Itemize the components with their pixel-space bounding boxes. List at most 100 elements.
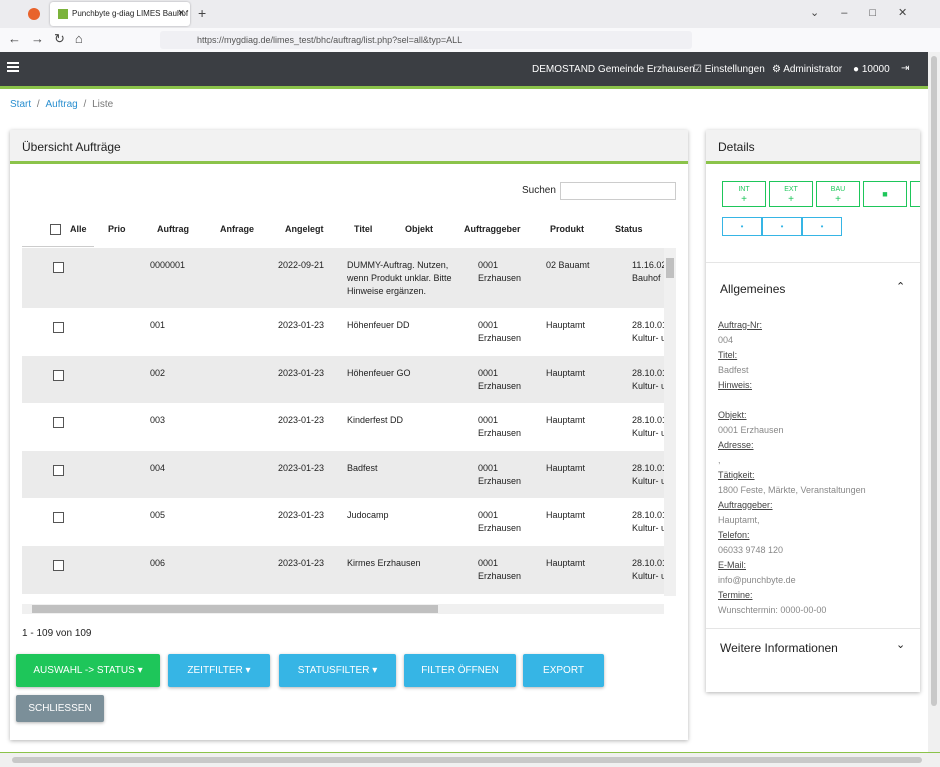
table-row[interactable]: 0000001 2022-09-21 DUMMY-Auftrag. Nutzen, … xyxy=(22,248,664,308)
detail-tool[interactable]: • xyxy=(802,217,842,236)
close-button[interactable]: SCHLIESSEN xyxy=(16,695,104,722)
cell-titel: Badfest xyxy=(347,463,378,473)
action-label: EXT xyxy=(784,186,798,193)
browser-icon xyxy=(28,8,40,20)
settings-label: Einstellungen xyxy=(704,64,765,75)
details-panel: Details Allgemeines ⌃ Weitere Informatio… xyxy=(706,130,920,692)
page-h-scrollbar[interactable] xyxy=(0,752,940,767)
cell-titel: Höhenfeuer DD xyxy=(347,320,410,330)
cell-produkt: Hauptamt xyxy=(546,463,586,473)
row-checkbox[interactable] xyxy=(53,560,64,571)
collapse-icon[interactable]: ⌃ xyxy=(896,281,906,293)
user-link[interactable]: ⚙ Administrator xyxy=(772,64,843,75)
cell-auftrag: 0000001 xyxy=(150,260,186,270)
detail-action[interactable]: INT + xyxy=(722,181,766,207)
cell-titel: DUMMY-Auftrag. Nutzen, wenn Produkt unkl… xyxy=(347,260,452,296)
detail-action[interactable]: ■ xyxy=(863,181,907,207)
table-body: 0000001 2022-09-21 DUMMY-Auftrag. Nutzen, … xyxy=(22,248,664,596)
detail-action[interactable]: ■ xyxy=(910,181,920,207)
new-tab[interactable]: + xyxy=(198,5,207,21)
org-name: DEMOSTAND Gemeinde Erzhausen xyxy=(532,64,695,75)
breadcrumb-item[interactable]: Auftrag xyxy=(45,99,78,110)
navbar xyxy=(0,52,928,89)
field-label: Tätigkeit: xyxy=(718,470,755,480)
page-scrollbar[interactable] xyxy=(928,52,940,752)
select-all[interactable] xyxy=(50,224,61,235)
url-text: https://mygdiag.de/limes_test/bhc/auftra… xyxy=(197,35,463,45)
section-title: Allgemeines xyxy=(720,282,786,296)
menu-icon[interactable] xyxy=(7,62,19,64)
field-value: 0001 Erzhausen xyxy=(718,425,784,435)
cell-angelegt: 2022-09-21 xyxy=(278,260,325,270)
cell-status: 28.10.01 Kultur- u xyxy=(632,368,664,391)
detail-tool[interactable]: • xyxy=(762,217,802,236)
h-scrollbar[interactable] xyxy=(22,604,664,614)
cell-auftraggeber: 0001 Erzhausen xyxy=(478,368,522,391)
row-checkbox[interactable] xyxy=(53,417,64,428)
detail-action[interactable]: EXT + xyxy=(769,181,813,207)
column-header: Alle xyxy=(70,224,87,234)
search-input[interactable] xyxy=(560,182,676,200)
cell-auftrag: 002 xyxy=(150,368,166,378)
row-checkbox[interactable] xyxy=(53,512,64,523)
field-label: Termine: xyxy=(718,590,753,600)
action-button[interactable]: AUSWAHL -> STATUS ▾ xyxy=(16,654,160,687)
main-panel: Übersicht Aufträge Suchen 0000001 2022-09… xyxy=(10,130,688,740)
table-row[interactable]: 004 2023-01-23 Badfest 0001 Erzhausen Haupta… xyxy=(22,451,664,498)
row-checkbox[interactable] xyxy=(53,322,64,333)
action-button[interactable]: EXPORT xyxy=(523,654,604,687)
row-checkbox[interactable] xyxy=(53,262,64,273)
field-label: Hinweis: xyxy=(718,380,753,390)
user-id-link[interactable]: ● 10000 xyxy=(853,64,890,75)
detail-action[interactable]: BAU + xyxy=(816,181,860,207)
page-thumb[interactable] xyxy=(931,56,937,706)
table-row[interactable]: 006 2023-01-23 Kirmes Erzhausen 0001 Erzhau… xyxy=(22,546,664,594)
cell-angelegt: 2023-01-23 xyxy=(278,415,325,425)
h-thumb[interactable] xyxy=(32,605,438,613)
cell-angelegt: 2023-01-23 xyxy=(278,463,325,473)
settings-link[interactable]: ☑ Einstellungen xyxy=(693,64,765,75)
cell-auftraggeber: 0001 Erzhausen xyxy=(478,260,522,283)
action-button[interactable]: ZEITFILTER ▾ xyxy=(168,654,270,687)
table-row[interactable]: 005 2023-01-23 Judocamp 0001 Erzhausen Haupt… xyxy=(22,498,664,546)
window-controls[interactable]: ⌄–□✕ xyxy=(810,7,930,19)
v-thumb[interactable] xyxy=(666,258,674,278)
tab-title: Punchbyte g-diag LIMES Bauhof xyxy=(72,9,189,18)
logout-icon[interactable]: ⇥ xyxy=(901,63,910,74)
tab-close[interactable]: × xyxy=(178,7,185,19)
expand-icon[interactable]: ⌄ xyxy=(896,639,906,651)
cell-titel: Höhenfeuer GO xyxy=(347,368,411,378)
more-title[interactable]: Weitere Informationen xyxy=(720,641,838,655)
nav-buttons[interactable]: ←→↻⌂ xyxy=(8,31,93,46)
action-button[interactable]: FILTER ÖFFNEN xyxy=(404,654,516,687)
action-label: INT xyxy=(738,186,750,193)
field-label: Telefon: xyxy=(718,530,750,540)
detail-tool[interactable]: • xyxy=(722,217,762,236)
table-row[interactable]: 003 2023-01-23 Kinderfest DD 0001 Erzhausen… xyxy=(22,403,664,451)
cell-auftraggeber: 0001 Erzhausen xyxy=(478,463,522,486)
breadcrumb-item[interactable]: Start xyxy=(10,99,32,110)
user-id: 10000 xyxy=(861,64,890,75)
table-row[interactable]: 001 2023-01-23 Höhenfeuer DD 0001 Erzhausen… xyxy=(22,308,664,356)
v-scrollbar[interactable] xyxy=(664,248,676,596)
column-header: Titel xyxy=(354,224,373,234)
page-h-thumb[interactable] xyxy=(12,757,922,763)
table-row[interactable]: 002 2023-01-23 Höhenfeuer GO 0001 Erzhausen… xyxy=(22,356,664,403)
cell-produkt: Hauptamt xyxy=(546,320,586,330)
row-checkbox[interactable] xyxy=(53,465,64,476)
field-value: Badfest xyxy=(718,365,749,375)
url-field[interactable]: https://mygdiag.de/limes_test/bhc/auftra… xyxy=(160,31,692,49)
cell-produkt: 02 Bauamt xyxy=(546,260,590,270)
action-button[interactable]: STATUSFILTER ▾ xyxy=(279,654,396,687)
field-label: Titel: xyxy=(718,350,738,360)
action-icon: + xyxy=(788,194,794,205)
field-value: info@punchbyte.de xyxy=(718,575,796,585)
column-header: Status xyxy=(615,224,643,234)
tab[interactable]: Punchbyte g-diag LIMES Bauhof × xyxy=(50,2,190,26)
panel-title: Übersicht Aufträge xyxy=(22,140,121,154)
field-label: Auftrag-Nr: xyxy=(718,320,763,330)
action-icon: ■ xyxy=(882,189,888,199)
row-checkbox[interactable] xyxy=(53,370,64,381)
field-value: Hauptamt, xyxy=(718,515,760,525)
